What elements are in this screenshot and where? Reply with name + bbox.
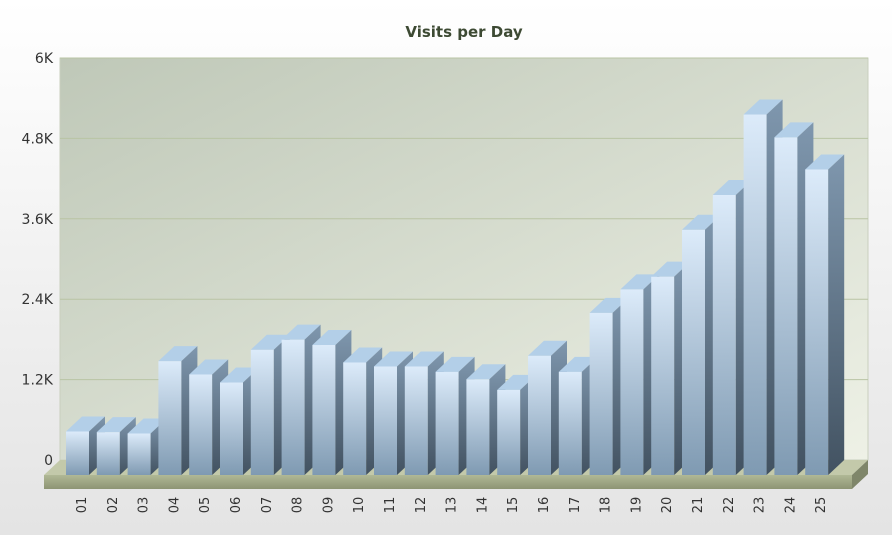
bar-top [312,330,352,346]
x-tick-label: 19 [629,497,644,514]
x-tick-label: 10 [352,497,367,514]
x-tick-label: 11 [383,497,398,514]
bar-front [220,382,243,475]
bar-top [497,374,537,390]
x-tick-label: 08 [291,497,306,514]
bar-top [620,274,660,290]
bar-top [127,418,167,434]
bar-top [682,214,721,230]
bar-front [528,355,551,475]
bar-front [712,194,736,475]
bar-front [620,289,644,475]
bar-front [466,379,490,475]
x-axis-ticks: 01 02 03 04 05 06 07 08 09 10 11 12 13 14 15 16 17 18 19 20… [75,497,829,514]
bar-top [343,347,383,363]
bar-top [96,417,136,433]
x-tick-label: 07 [260,497,275,514]
bar-front [158,361,182,475]
bar-top [528,340,567,356]
y-tick-label: 6K [35,51,54,67]
x-tick-label: 04 [167,497,182,514]
x-tick-label: 14 [475,497,490,514]
x-tick-label: 01 [75,497,90,514]
bar-front [589,312,613,475]
y-tick-label: 3.6K [22,212,54,228]
bar-front [127,433,151,475]
bar-front [312,345,336,475]
x-tick-label: 20 [660,497,675,514]
bar-front [497,389,521,475]
floor-front [44,475,852,489]
bar-top [712,179,752,195]
y-tick-label: 1.2K [22,373,54,389]
bar-top [558,356,598,372]
bar-top [404,351,444,367]
x-tick-label: 13 [445,497,460,514]
x-tick-label: 09 [321,497,336,514]
bar-front [250,349,274,475]
bar-top [374,351,413,367]
bar-front [774,137,798,475]
floor-side [852,460,868,489]
x-tick-label: 17 [568,497,583,514]
bar-top [281,324,321,340]
bar-front [682,229,705,475]
bar-top [189,359,229,375]
bar-front [66,431,89,475]
y-tick-label: 0 [44,453,53,469]
bar-top [66,416,105,432]
bar-top [589,297,629,313]
bar-top [651,261,691,277]
x-tick-label: 18 [599,497,614,514]
chart-title: Visits per Day [405,23,523,41]
bar-side [828,154,845,476]
x-tick-label: 05 [198,497,213,514]
x-tick-label: 24 [783,497,798,514]
x-tick-label: 25 [814,497,829,514]
x-tick-label: 21 [691,497,706,514]
bar-front [96,432,120,475]
bar-front [281,339,305,475]
y-tick-label: 2.4K [22,292,54,308]
bar-top [435,356,475,372]
bar-front [404,366,428,475]
bar-front [343,362,367,475]
bar-top [220,367,259,383]
bar-top [774,122,814,138]
bar-front [743,114,767,475]
x-tick-label: 15 [506,497,521,514]
bar-front [558,371,582,475]
x-tick-label: 06 [229,497,244,514]
y-tick-label: 4.8K [22,131,54,147]
x-tick-label: 03 [137,497,152,514]
bars [66,99,845,476]
bar-25 [805,154,845,476]
bar-top [158,346,198,362]
x-tick-label: 23 [753,497,768,514]
x-tick-label: 16 [537,497,552,514]
bar-front [805,169,829,476]
y-axis-ticks: 0 1.2K 2.4K 3.6K 4.8K 6K [22,51,54,469]
bar-front [435,371,459,475]
x-tick-label: 02 [106,497,121,514]
x-tick-label: 12 [414,497,429,514]
bar-top [805,154,845,170]
bar-front [651,276,675,475]
bar-top [743,99,783,115]
bar-front [374,366,397,475]
bar-top [466,364,506,380]
bar-top [250,334,290,350]
bar-front [189,374,213,475]
x-tick-label: 22 [722,497,737,514]
